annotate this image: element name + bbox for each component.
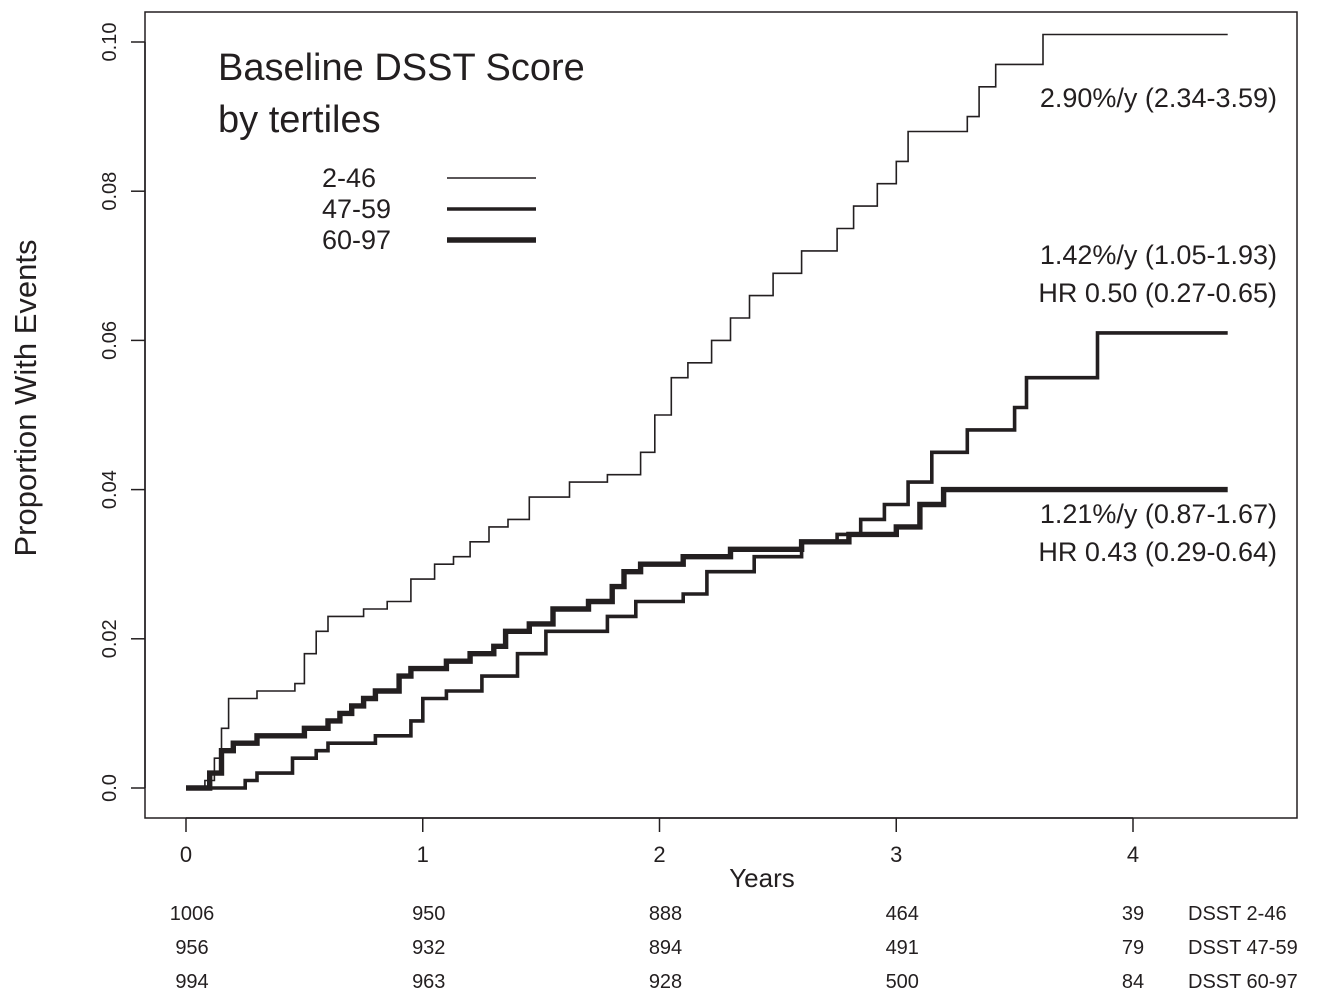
annotation-text: 1.42%/y (1.05-1.93) (1040, 240, 1277, 270)
y-tick-label: 0.06 (99, 321, 121, 360)
y-axis-label: Proportion With Events (8, 239, 43, 556)
risk-table: 1006 950 888 464 39 DSST 2-46 956 932 894 491 79 DS… (170, 903, 1298, 992)
risk-count: 79 (1122, 937, 1144, 959)
risk-count: 928 (649, 971, 682, 992)
legend-label: 60-97 (322, 225, 391, 255)
series-line-60-97 (186, 486, 1228, 791)
annotation-text: 2.90%/y (2.34-3.59) (1040, 83, 1277, 113)
risk-count: 956 (175, 937, 208, 959)
chart-title: Baseline DSST Score by tertiles (218, 47, 585, 141)
series-layer (186, 33, 1228, 791)
risk-count: 894 (649, 937, 682, 959)
annotation-text: HR 0.43 (0.29-0.64) (1038, 537, 1277, 567)
series-line-47-59 (186, 331, 1228, 790)
y-tick-label: 0.10 (99, 23, 121, 62)
x-tick-label: 1 (417, 842, 429, 867)
annotations: 2.90%/y (2.34-3.59) 1.42%/y (1.05-1.93) HR… (1038, 83, 1277, 567)
annotation-text: HR 0.50 (0.27-0.65) (1038, 278, 1277, 308)
chart-title-line: by tertiles (218, 99, 381, 141)
y-tick-label: 0.02 (99, 619, 121, 658)
y-tick-label: 0.04 (99, 470, 121, 509)
series-line-2-46 (186, 33, 1228, 789)
annotation-text: 1.21%/y (0.87-1.67) (1040, 499, 1277, 529)
risk-row-label: DSST 47-59 (1188, 937, 1298, 959)
risk-count: 464 (886, 903, 919, 925)
x-tick-label: 2 (653, 842, 665, 867)
y-axis: 0.0 0.02 0.04 0.06 0.08 0.10 (99, 23, 146, 802)
x-axis: 0 1 2 3 4 (180, 817, 1139, 867)
risk-row-label: DSST 2-46 (1188, 903, 1287, 925)
y-tick-label: 0.08 (99, 172, 121, 211)
risk-count: 950 (412, 903, 445, 925)
x-tick-label: 3 (890, 842, 902, 867)
chart-title-line: Baseline DSST Score (218, 47, 585, 89)
risk-count: 994 (175, 971, 208, 992)
risk-count: 1006 (170, 903, 215, 925)
risk-count: 500 (886, 971, 919, 992)
legend-label: 2-46 (322, 163, 376, 193)
risk-count: 84 (1122, 971, 1144, 992)
risk-count: 888 (649, 903, 682, 925)
risk-count: 491 (886, 937, 919, 959)
risk-count: 932 (412, 937, 445, 959)
legend-label: 47-59 (322, 194, 391, 224)
y-tick-label: 0.0 (99, 774, 121, 802)
risk-row-label: DSST 60-97 (1188, 971, 1298, 992)
x-tick-label: 0 (180, 842, 192, 867)
risk-count: 963 (412, 971, 445, 992)
x-axis-label: Years (729, 863, 795, 893)
x-tick-label: 4 (1127, 842, 1139, 867)
risk-count: 39 (1122, 903, 1144, 925)
